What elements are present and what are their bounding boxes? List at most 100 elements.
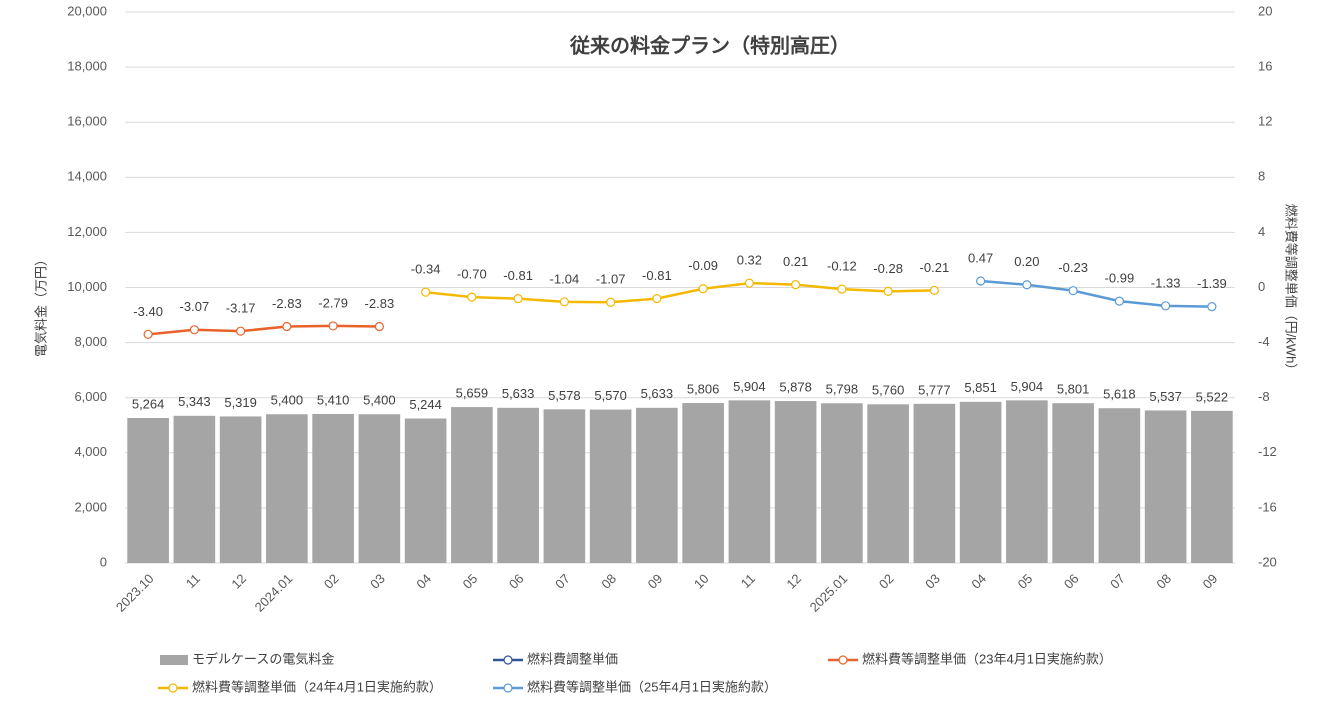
legend-label: 燃料費等調整単価（24年4月1日実施約款） [192, 679, 442, 694]
bar-value-label: 5,851 [964, 380, 997, 395]
line-marker [883, 286, 893, 296]
y-tick-label: 10,000 [67, 279, 107, 294]
line [980, 279, 1212, 308]
bar [173, 415, 216, 563]
bar-value-label: 5,319 [224, 395, 257, 410]
bar [1006, 400, 1048, 563]
bar-value-label: 5,244 [409, 397, 442, 412]
bar [404, 418, 447, 563]
line-value-label: -0.70 [457, 267, 487, 282]
line-value-label: -0.34 [411, 262, 441, 277]
line-value-label: 0.32 [737, 253, 762, 268]
line-value-label: -3.40 [133, 304, 163, 319]
bar [219, 416, 262, 563]
line-marker [1161, 301, 1171, 311]
bar-value-label: 5,570 [594, 388, 627, 403]
y2-tick-label: -20 [1258, 554, 1277, 569]
legend-marker [838, 655, 848, 665]
line-marker [1022, 280, 1032, 290]
y2-tick-label: -12 [1258, 444, 1277, 459]
line-marker [837, 284, 847, 294]
y-tick-label: 8,000 [74, 334, 107, 349]
bar [821, 403, 863, 563]
line [425, 281, 935, 304]
line-marker [1068, 286, 1078, 296]
y-tick-label: 12,000 [67, 224, 107, 239]
bar-value-label: 5,904 [1011, 379, 1044, 394]
legend-swatch [160, 655, 188, 665]
bar [451, 407, 493, 563]
line-marker [744, 278, 754, 288]
y-tick-label: 18,000 [67, 59, 107, 74]
bar [913, 403, 956, 563]
line-marker [559, 297, 569, 307]
bar-value-label: 5,264 [132, 396, 165, 411]
bar [728, 400, 771, 563]
line-value-label: -1.04 [550, 271, 580, 286]
bar [543, 409, 586, 563]
y-tick-label: 0 [100, 554, 107, 569]
bar [959, 401, 1002, 563]
legend-label: 燃料費等調整単価（23年4月1日実施約款） [862, 651, 1112, 666]
line-marker [374, 321, 384, 332]
line-value-label: -0.81 [642, 268, 672, 283]
bar [312, 413, 354, 563]
y-tick-label: 14,000 [67, 169, 107, 184]
bar [774, 401, 817, 563]
line-value-label: -2.79 [318, 295, 348, 310]
line-marker [189, 325, 199, 335]
bar [358, 414, 401, 563]
legend-label: 燃料費調整単価 [527, 651, 618, 666]
bar [127, 417, 169, 563]
line-marker [328, 321, 338, 331]
bar-value-label: 5,659 [456, 386, 489, 401]
line-value-label: -1.07 [596, 272, 626, 287]
bar [682, 403, 724, 563]
line-value-label: 0.21 [783, 254, 808, 269]
y-tick-label: 20,000 [67, 3, 107, 18]
bar-value-label: 5,522 [1196, 389, 1229, 404]
bar-value-label: 5,798 [826, 382, 859, 397]
y-axis-label: 電気料金（万円） [33, 253, 48, 357]
line [148, 324, 380, 336]
bar [636, 407, 678, 563]
line-value-label: -0.23 [1058, 260, 1088, 275]
y2-tick-label: 16 [1258, 59, 1272, 74]
line-marker [421, 287, 431, 297]
bar-value-label: 5,410 [317, 392, 350, 407]
bar-value-label: 5,777 [918, 382, 951, 397]
y2-tick-label: 12 [1258, 114, 1272, 129]
chart-title: 従来の料金プラン（特別高圧） [569, 33, 850, 57]
bar-value-label: 5,806 [687, 381, 720, 396]
line-marker [467, 292, 477, 302]
y-tick-label: 4,000 [74, 444, 107, 459]
legend-marker [503, 683, 513, 693]
legend-marker [168, 683, 178, 693]
line-value-label: -0.21 [920, 260, 950, 275]
bar-value-label: 5,618 [1103, 387, 1136, 402]
y2-tick-label: 4 [1258, 224, 1265, 239]
bar [266, 414, 308, 563]
bar-value-label: 5,633 [641, 386, 674, 401]
line-value-label: -0.28 [873, 261, 903, 276]
bar-value-label: 5,578 [548, 388, 581, 403]
line-marker [929, 285, 939, 295]
y2-tick-label: -4 [1258, 334, 1270, 349]
line-value-label: -0.81 [503, 268, 533, 283]
line-marker [698, 284, 708, 294]
line-value-label: -0.12 [827, 259, 857, 274]
bar [1144, 410, 1187, 563]
line-marker [143, 329, 153, 339]
bar-value-label: 5,537 [1149, 389, 1182, 404]
line-marker [513, 294, 523, 304]
line-value-label: -2.83 [365, 296, 395, 311]
bar-value-label: 5,343 [178, 394, 211, 409]
y-tick-label: 6,000 [74, 389, 107, 404]
bar-value-label: 5,760 [872, 383, 905, 398]
line-value-label: -1.33 [1151, 275, 1181, 290]
y-tick-label: 2,000 [74, 499, 107, 514]
y2-tick-label: -8 [1258, 389, 1270, 404]
line-value-label: -1.39 [1197, 276, 1227, 291]
y2-tick-label: 0 [1258, 279, 1265, 294]
line-value-label: 0.47 [968, 250, 993, 265]
